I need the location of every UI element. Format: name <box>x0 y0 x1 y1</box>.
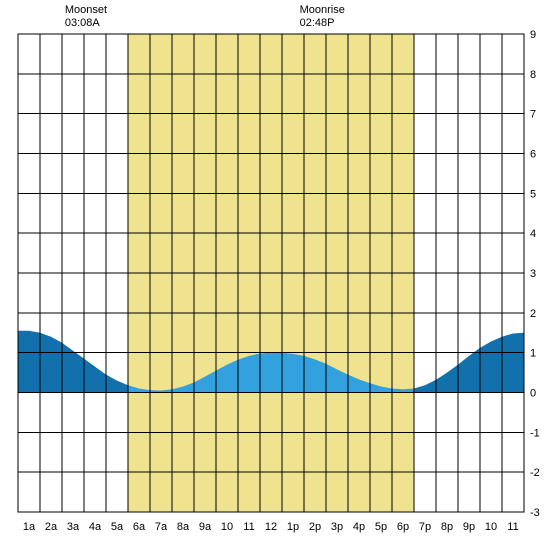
svg-text:5a: 5a <box>111 521 124 533</box>
svg-text:7a: 7a <box>155 521 168 533</box>
svg-text:1a: 1a <box>23 521 36 533</box>
svg-text:6p: 6p <box>397 521 409 533</box>
svg-text:8: 8 <box>530 69 536 81</box>
tide-chart: 1a2a3a4a5a6a7a8a9a1011121p2p3p4p5p6p7p8p… <box>0 0 550 550</box>
svg-text:8p: 8p <box>441 521 453 533</box>
svg-text:-1: -1 <box>530 427 540 439</box>
svg-text:2: 2 <box>530 308 536 320</box>
svg-text:-3: -3 <box>530 507 540 519</box>
svg-text:4a: 4a <box>89 521 102 533</box>
svg-text:2a: 2a <box>45 521 58 533</box>
svg-text:-2: -2 <box>530 467 540 479</box>
svg-text:11: 11 <box>243 521 254 533</box>
svg-text:3p: 3p <box>331 521 343 533</box>
moonrise-annotation: Moonrise 02:48P <box>300 4 345 30</box>
x-axis-labels: 1a 2a 3a 4a 5a 6a 7a 8a 9a 10 11 12 1p 2p 3p 4p 5p 6p 7p 8p… <box>23 521 519 533</box>
svg-text:10: 10 <box>221 521 233 533</box>
svg-text:10: 10 <box>485 521 497 533</box>
svg-text:5: 5 <box>530 188 536 200</box>
svg-text:7: 7 <box>530 109 536 121</box>
svg-text:3a: 3a <box>67 521 80 533</box>
svg-text:7p: 7p <box>419 521 431 533</box>
svg-text:0: 0 <box>530 388 536 400</box>
svg-text:9: 9 <box>530 29 536 41</box>
moonset-annotation: Moonset 03:08A <box>65 4 107 30</box>
svg-text:6a: 6a <box>133 521 146 533</box>
svg-text:9p: 9p <box>463 521 475 533</box>
svg-text:9a: 9a <box>199 521 212 533</box>
svg-text:8a: 8a <box>177 521 190 533</box>
svg-text:11: 11 <box>507 521 518 533</box>
chart-plot-area: 1a2a3a4a5a6a7a8a9a1011121p2p3p4p5p6p7p8p… <box>0 0 550 550</box>
svg-text:6: 6 <box>530 149 536 161</box>
svg-text:5p: 5p <box>375 521 387 533</box>
svg-text:1: 1 <box>530 348 536 360</box>
moonrise-title: Moonrise <box>300 4 345 17</box>
svg-text:4p: 4p <box>353 521 365 533</box>
svg-text:4: 4 <box>530 228 536 240</box>
y-axis-labels: -3 -2 -1 0 1 2 3 4 5 6 7 8 9 <box>530 29 540 519</box>
svg-text:2p: 2p <box>309 521 321 533</box>
svg-text:1p: 1p <box>287 521 299 533</box>
svg-text:12: 12 <box>265 521 277 533</box>
moonrise-time: 02:48P <box>300 17 345 30</box>
moonset-title: Moonset <box>65 4 107 17</box>
svg-text:3: 3 <box>530 268 536 280</box>
moonset-time: 03:08A <box>65 17 107 30</box>
